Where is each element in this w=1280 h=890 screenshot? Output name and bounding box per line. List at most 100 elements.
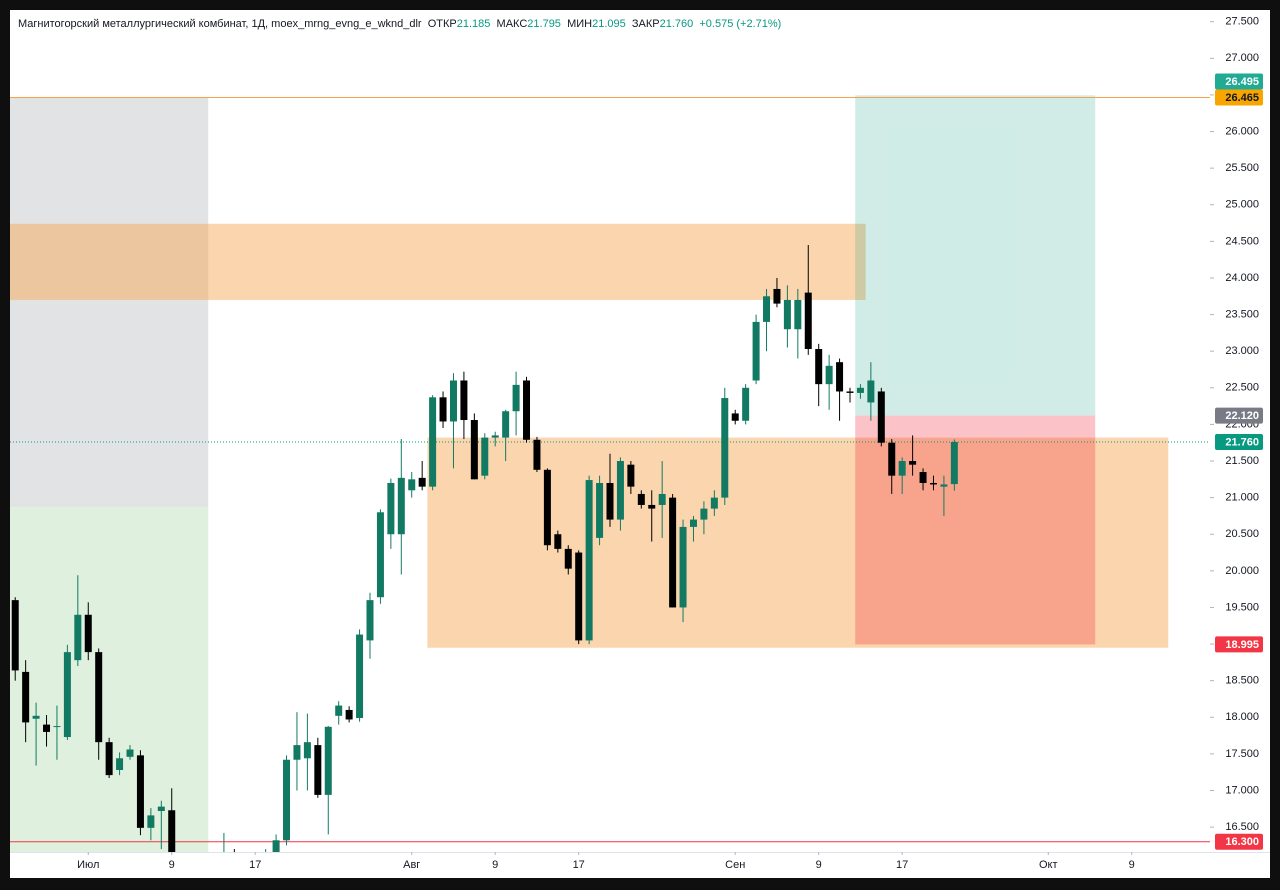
x-tick-label: 9 — [492, 859, 498, 871]
candle-body — [888, 442, 896, 476]
candle-body — [648, 504, 656, 509]
y-tick-label: 20.500 — [1225, 528, 1259, 540]
candle-body — [293, 745, 301, 760]
candle-body — [700, 508, 708, 520]
candle-body — [449, 380, 457, 422]
candle-body — [335, 705, 343, 716]
candle-body — [836, 362, 844, 392]
price-label-box — [1215, 636, 1263, 653]
zone — [10, 223, 866, 300]
ohlc-value: 21.760 — [659, 18, 694, 30]
candle-body — [689, 519, 697, 527]
ohlc-label: МАКС — [496, 18, 528, 30]
candle-body — [366, 600, 374, 641]
candle-body — [397, 477, 405, 535]
candle-body — [877, 391, 885, 443]
candle-body — [533, 439, 541, 470]
x-tick-label: Окт — [1039, 859, 1058, 871]
candle-body — [867, 380, 875, 403]
zone — [855, 441, 1096, 645]
candle-body — [283, 759, 291, 841]
candle-body — [43, 724, 51, 732]
candle-body — [627, 464, 635, 487]
candle-body — [721, 398, 729, 498]
candle-body — [637, 493, 645, 505]
candle-body — [387, 482, 395, 535]
candle-body — [147, 815, 155, 828]
y-tick-label: 18.500 — [1225, 675, 1259, 687]
candle-body — [189, 886, 196, 890]
y-tick-label: 26.000 — [1225, 125, 1259, 137]
zone — [855, 95, 1096, 416]
candle-body — [543, 469, 551, 546]
candle-body — [460, 380, 468, 421]
candle-body — [376, 512, 384, 598]
candle-body — [314, 745, 322, 795]
candle-body — [356, 634, 364, 719]
candle-body — [502, 411, 510, 438]
price-label-box — [1215, 433, 1263, 450]
y-tick-label: 19.500 — [1225, 601, 1259, 613]
x-tick-label: 9 — [1129, 859, 1135, 871]
chart-title: Магнитогорский металлургический комбинат… — [18, 18, 422, 30]
price-label-box — [1215, 407, 1263, 424]
ohlc-label: МИН — [567, 18, 593, 30]
candle-body — [345, 709, 353, 720]
candle-body — [157, 806, 165, 811]
candle-body — [585, 480, 593, 641]
y-tick-label: 24.500 — [1225, 235, 1259, 247]
y-tick-label: 21.000 — [1225, 492, 1259, 504]
candle-body — [200, 878, 207, 890]
y-tick-label: 21.500 — [1225, 455, 1259, 467]
ohlc-value: 21.095 — [592, 18, 626, 30]
candle-body — [84, 614, 92, 653]
candle-body — [909, 461, 917, 465]
y-tick-label: 24.000 — [1225, 272, 1259, 284]
x-tick-label: Сен — [725, 859, 745, 871]
candle-body — [408, 479, 416, 491]
candle-body — [63, 652, 71, 738]
candle-body — [481, 437, 489, 476]
candle-body — [491, 435, 499, 438]
candle-body — [32, 715, 40, 719]
y-tick-label: 25.000 — [1225, 199, 1259, 211]
price-label: 26.465 — [1225, 92, 1259, 104]
y-tick-label: 16.500 — [1225, 821, 1259, 833]
candle-body — [846, 391, 854, 393]
candle-body — [324, 726, 332, 795]
candle-body — [136, 755, 144, 828]
candle-body — [731, 413, 739, 421]
candle-body — [763, 296, 771, 322]
change: +0.575 (+2.71%) — [699, 18, 782, 30]
candle-body — [804, 292, 812, 349]
x-tick-label: Июл — [77, 859, 99, 871]
candle-body — [679, 526, 687, 608]
price-label-box — [1215, 73, 1263, 90]
chart-header: Магнитогорский металлургический комбинат… — [18, 18, 781, 30]
candle-body — [669, 497, 677, 608]
price-label-box — [1215, 833, 1263, 850]
candle-body — [512, 384, 520, 412]
candle-body — [815, 348, 823, 385]
candle-body — [783, 299, 791, 330]
price-label: 26.495 — [1225, 76, 1259, 88]
candle-body — [74, 614, 82, 661]
candle-body — [929, 482, 937, 485]
candle-body — [773, 288, 781, 304]
candle-body — [616, 461, 624, 520]
candle-body — [940, 484, 948, 487]
axes: 27.50027.00026.50026.00025.50025.00024.5… — [77, 16, 1263, 871]
y-tick-label: 18.000 — [1225, 711, 1259, 723]
candle-body — [564, 548, 572, 569]
candle-body — [303, 742, 311, 759]
y-tick-label: 17.000 — [1225, 784, 1259, 796]
candle-body — [523, 380, 531, 440]
candle-body — [856, 387, 864, 393]
candle-body — [554, 534, 562, 549]
candle-body — [429, 397, 437, 487]
zone — [10, 507, 209, 852]
x-tick-label: 9 — [816, 859, 822, 871]
zone — [10, 97, 209, 508]
zone — [855, 415, 1096, 442]
